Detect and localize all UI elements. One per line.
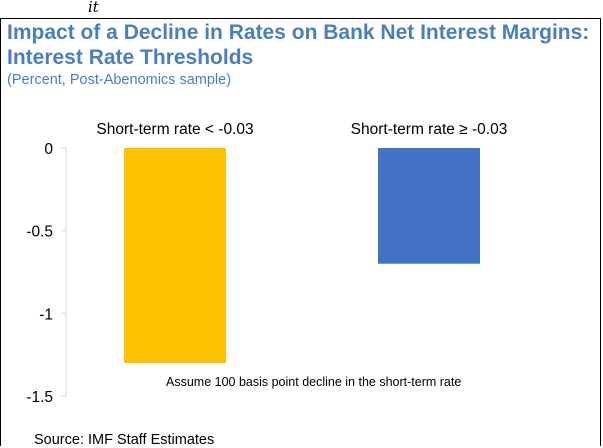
cropped-top-text: it bbox=[88, 0, 99, 16]
category-label-1: Short-term rate < -0.03 bbox=[96, 121, 253, 138]
chart-subtitle: (Percent, Post-Abenomics sample) bbox=[7, 72, 232, 88]
bar-2 bbox=[378, 148, 480, 264]
plot-area: 0 -0.5 -1 -1.5 Short-term rate < -0.03 Short-… bbox=[26, 121, 507, 406]
bar-1 bbox=[124, 148, 226, 363]
chart-annotation: Assume 100 basis point decline in the sh… bbox=[166, 375, 461, 389]
chart-title-line-2: Interest Rate Thresholds bbox=[7, 46, 254, 69]
y-tick-label: -1 bbox=[39, 306, 53, 323]
y-tick-label: -0.5 bbox=[26, 224, 53, 241]
chart-title-line-1: Impact of a Decline in Rates on Bank Net… bbox=[7, 21, 590, 44]
figure-frame bbox=[0, 18, 601, 446]
category-label-2: Short-term rate ≥ -0.03 bbox=[351, 121, 508, 138]
y-tick-label: -1.5 bbox=[26, 389, 53, 406]
chart-title: Impact of a Decline in Rates on Bank Net… bbox=[7, 20, 589, 70]
y-tick-label: 0 bbox=[44, 141, 53, 158]
source-note: Source: IMF Staff Estimates bbox=[34, 432, 215, 448]
